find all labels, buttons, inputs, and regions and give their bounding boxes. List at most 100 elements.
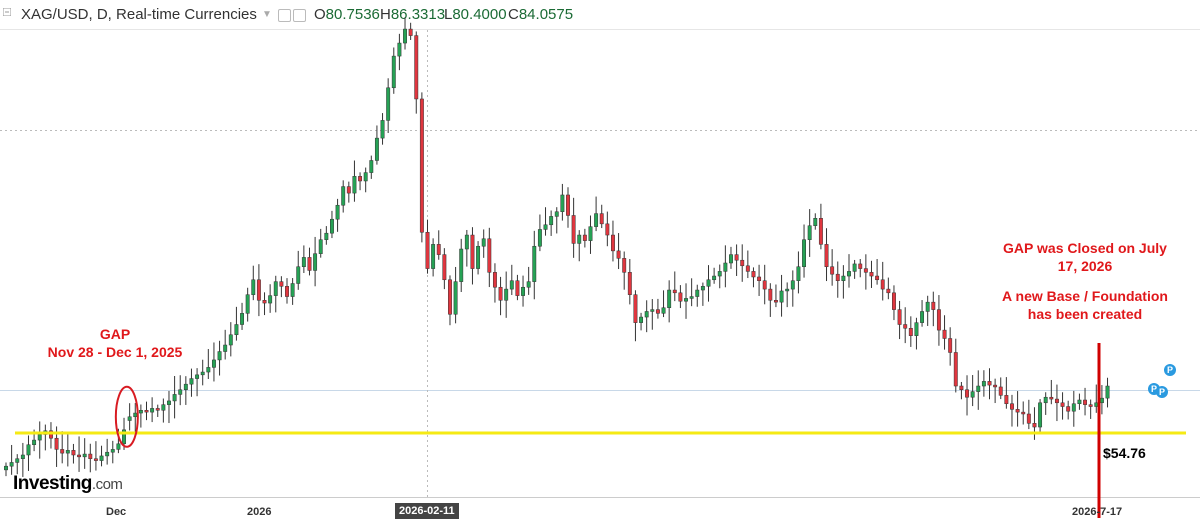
chevron-down-icon[interactable]: ▼ bbox=[262, 9, 272, 20]
candle-body bbox=[936, 309, 941, 331]
candle-body bbox=[796, 266, 801, 281]
candle-body bbox=[729, 254, 733, 264]
candle-body bbox=[436, 244, 441, 255]
candle-body bbox=[802, 239, 806, 267]
candle-body bbox=[386, 87, 391, 121]
candle-body bbox=[847, 271, 851, 277]
candle-body bbox=[706, 279, 711, 287]
candle-body bbox=[459, 248, 464, 282]
high-value: 86.3313 bbox=[390, 6, 446, 23]
candle-body bbox=[464, 234, 469, 250]
candle-body bbox=[751, 271, 756, 278]
candle-body bbox=[54, 437, 59, 450]
candle-body bbox=[341, 186, 346, 206]
base-line2: has been created bbox=[1027, 306, 1143, 322]
candle-body bbox=[110, 449, 115, 453]
x-tick-label: Dec bbox=[106, 506, 127, 518]
candle-body bbox=[773, 300, 778, 303]
candle-body bbox=[863, 268, 868, 273]
candle-body bbox=[521, 286, 525, 296]
candle-body bbox=[987, 381, 992, 386]
candle-body bbox=[818, 218, 823, 245]
candle-body bbox=[122, 429, 126, 445]
candle-body bbox=[925, 301, 930, 312]
close-value: 84.0575 bbox=[518, 6, 574, 23]
candle-body bbox=[948, 338, 953, 353]
candle-body bbox=[734, 254, 739, 261]
candle-body bbox=[875, 275, 880, 281]
candle-body bbox=[391, 55, 396, 89]
candle-body bbox=[678, 292, 683, 302]
candle-body bbox=[582, 234, 587, 241]
candle-body bbox=[616, 250, 621, 259]
dividend-badge[interactable]: P bbox=[1164, 364, 1176, 376]
settings-icon[interactable] bbox=[278, 9, 291, 22]
candle-body bbox=[380, 120, 385, 139]
candle-body bbox=[498, 286, 503, 301]
logo-brand: Investing bbox=[13, 473, 92, 494]
candle-body bbox=[543, 224, 548, 230]
candle-body bbox=[442, 254, 447, 281]
candle-body bbox=[408, 28, 413, 36]
candle-body bbox=[667, 289, 672, 308]
ohlc-open: O80.7536 bbox=[314, 6, 380, 23]
candle-body bbox=[779, 290, 784, 303]
investing-logo: Investing.com bbox=[13, 473, 123, 495]
dividend-badge[interactable]: P bbox=[1156, 386, 1168, 398]
candle-body bbox=[920, 311, 925, 323]
collapse-icon[interactable] bbox=[3, 8, 11, 16]
low-label: L bbox=[444, 6, 453, 23]
candle-body bbox=[942, 329, 947, 339]
candle-body bbox=[82, 453, 87, 458]
candle-body bbox=[1032, 423, 1037, 428]
candle-body bbox=[700, 286, 705, 291]
candle-body bbox=[549, 216, 554, 226]
candle-body bbox=[234, 324, 239, 336]
candle-body bbox=[32, 439, 37, 445]
candle-body bbox=[976, 385, 981, 392]
candle-body bbox=[886, 288, 891, 294]
candle-body bbox=[251, 279, 256, 295]
candle-body bbox=[695, 289, 700, 297]
candle-body bbox=[15, 458, 20, 463]
candle-body bbox=[644, 311, 649, 318]
candle-body bbox=[858, 263, 863, 269]
candle-body bbox=[307, 257, 312, 271]
candle-body bbox=[256, 279, 261, 301]
candle-body bbox=[1038, 402, 1043, 428]
x-tick-label: 2026-7-17 bbox=[1072, 506, 1123, 518]
candle-body bbox=[627, 272, 632, 295]
hide-icon[interactable] bbox=[293, 9, 306, 22]
candle-body bbox=[1010, 403, 1014, 410]
candle-body bbox=[369, 160, 374, 173]
candle-body bbox=[1077, 399, 1082, 404]
candle-body bbox=[762, 280, 767, 290]
candle-body bbox=[481, 238, 486, 247]
candle-body bbox=[1026, 413, 1031, 424]
candle-body bbox=[554, 211, 559, 217]
symbol-title[interactable]: XAG/USD, D, Real-time Currencies bbox=[21, 6, 257, 23]
candle-body bbox=[374, 137, 379, 161]
candle-body bbox=[189, 378, 194, 385]
candle-body bbox=[346, 186, 351, 194]
candle-body bbox=[757, 276, 762, 281]
candle-body bbox=[144, 410, 149, 413]
candle-body bbox=[1054, 398, 1059, 404]
candle-body bbox=[228, 334, 233, 346]
candle-body bbox=[914, 322, 919, 336]
candle-body bbox=[138, 410, 143, 414]
candle-body bbox=[448, 279, 452, 315]
candle-body bbox=[425, 231, 430, 269]
candle-body bbox=[453, 281, 458, 315]
gap-annotation: GAP Nov 28 - Dec 1, 2025 bbox=[40, 325, 190, 361]
candles bbox=[4, 17, 1110, 477]
candle-body bbox=[740, 259, 745, 267]
candle-body bbox=[211, 359, 216, 368]
candle-body bbox=[577, 234, 582, 244]
candle-body bbox=[318, 239, 323, 254]
candle-body bbox=[1015, 409, 1020, 413]
gap-title: GAP bbox=[99, 326, 131, 342]
candle-body bbox=[1049, 396, 1054, 400]
